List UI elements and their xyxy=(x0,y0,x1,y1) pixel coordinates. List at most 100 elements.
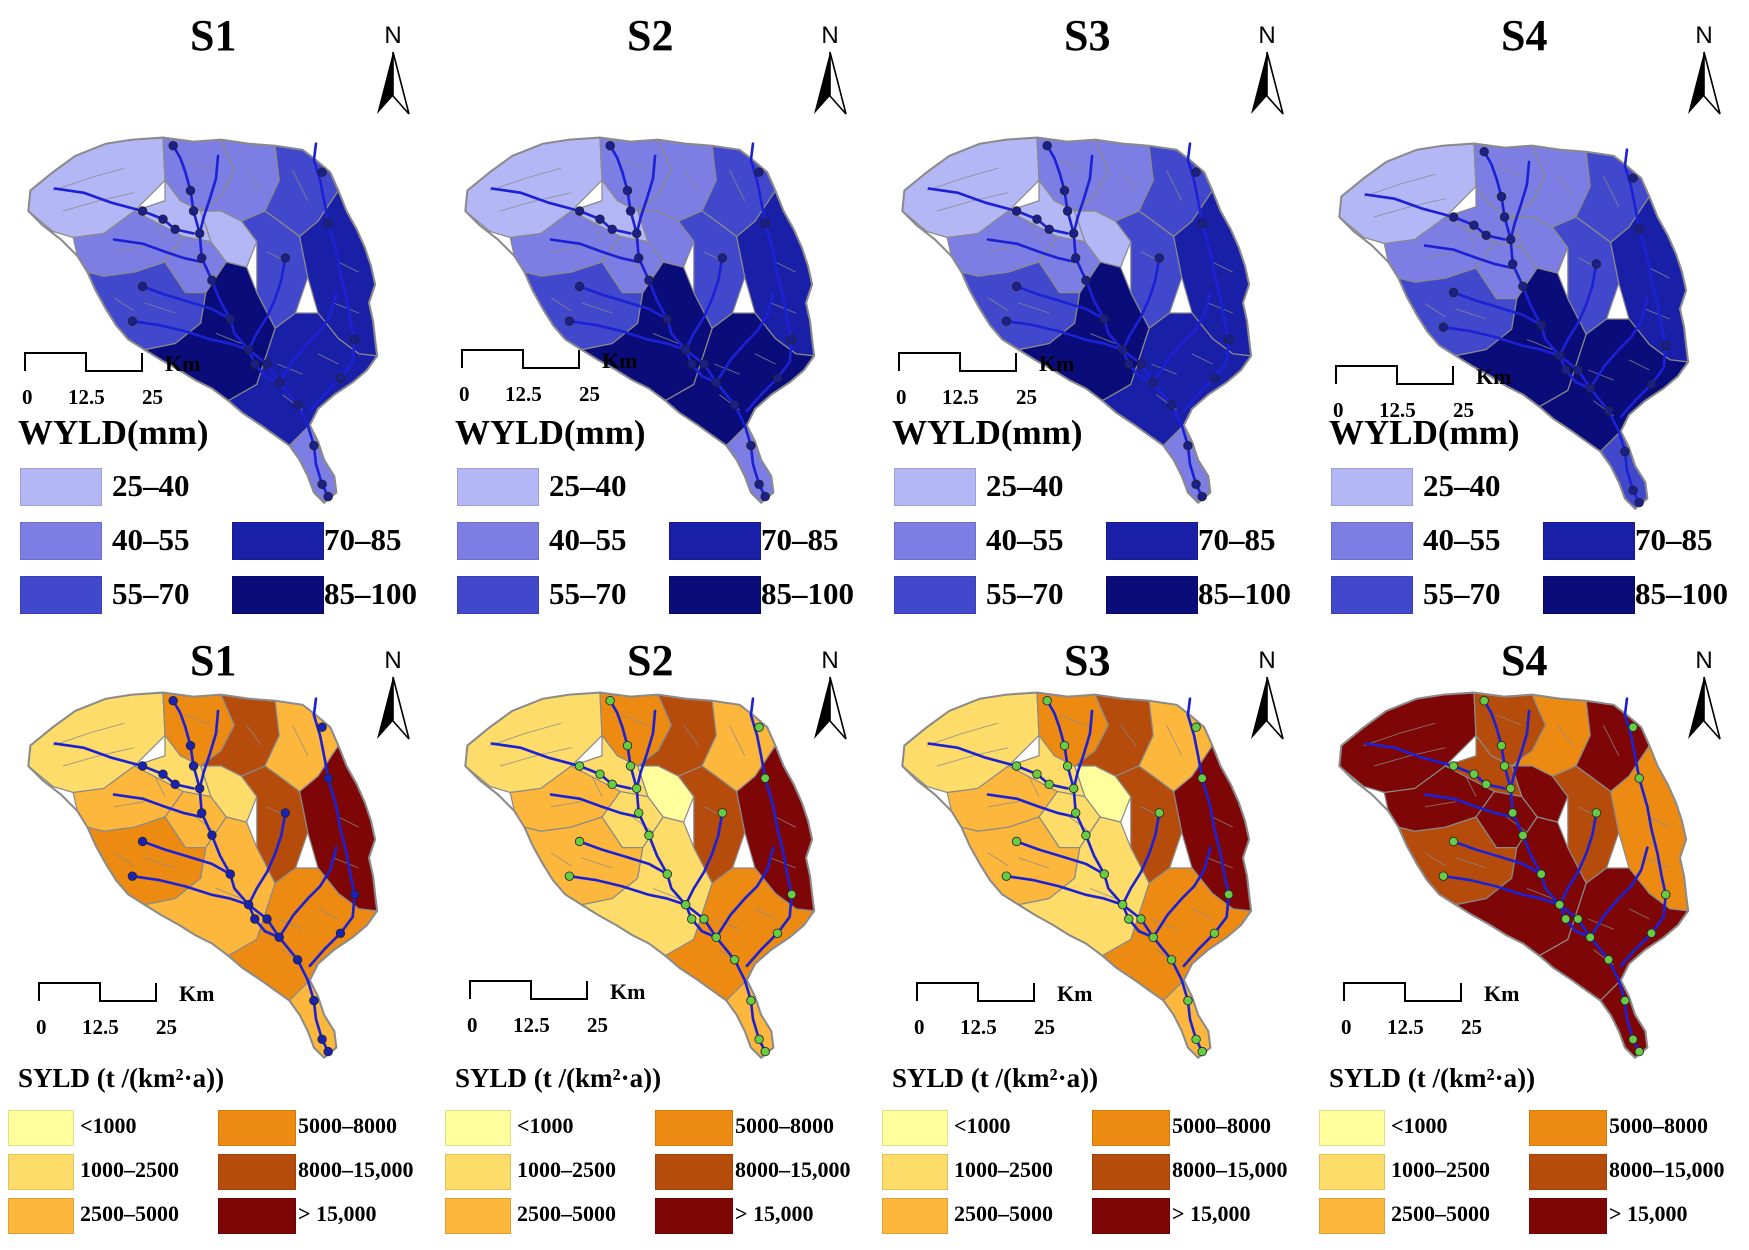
outlet-node xyxy=(1646,928,1657,938)
scale-unit: Km xyxy=(1057,981,1093,1006)
legend-label: 25–40 xyxy=(986,468,1064,503)
basin-outline xyxy=(901,136,1253,505)
subbasin-boundary xyxy=(1649,816,1671,828)
subbasin-zone xyxy=(677,765,746,885)
legend-label: > 15,000 xyxy=(1172,1201,1251,1226)
scale-bar-graphic xyxy=(916,982,1035,1002)
outlet-node xyxy=(1183,440,1193,451)
legend-label: 1000–2500 xyxy=(517,1157,616,1182)
scale-tick: 12.5 xyxy=(1387,1015,1424,1039)
outlet-node xyxy=(1585,383,1595,394)
subbasin-boundary xyxy=(1526,887,1553,900)
outlet-node xyxy=(1154,253,1165,263)
outlet-node xyxy=(1603,955,1614,965)
outlet-node xyxy=(699,359,709,369)
north-arrow-icon xyxy=(814,676,847,740)
outlet-node xyxy=(625,761,636,771)
outlet-node xyxy=(1011,836,1022,847)
outlet-node xyxy=(687,914,697,924)
river-line xyxy=(1072,709,1094,790)
outlet-node xyxy=(1634,1046,1644,1057)
outlet-node xyxy=(662,869,672,879)
scale-unit: Km xyxy=(179,981,215,1006)
outlet-node xyxy=(1481,230,1491,241)
subbasin-boundary xyxy=(1120,169,1137,191)
river-line xyxy=(635,154,657,235)
river-line xyxy=(1558,354,1592,390)
outlet-node xyxy=(625,206,636,216)
panel-title: S1 xyxy=(190,636,237,685)
scale-bar: Km 0 12.5 25 xyxy=(1333,358,1553,428)
subbasin-boundary xyxy=(1191,353,1213,365)
outlet-node xyxy=(1634,224,1644,234)
outlet-node xyxy=(644,275,654,286)
panel-title: S2 xyxy=(627,636,674,685)
outlet-node xyxy=(1628,1034,1638,1045)
outlet-node xyxy=(1209,928,1220,938)
legend-label: <1000 xyxy=(1391,1113,1448,1138)
scale-bar-graphic xyxy=(469,980,588,1000)
legend-swatch xyxy=(669,576,761,614)
legend-swatch xyxy=(1319,1110,1385,1146)
watershed-map xyxy=(901,691,1253,1060)
legend-label: 8000–15,000 xyxy=(1609,1157,1725,1182)
outlet-node xyxy=(1001,871,1012,881)
river-line xyxy=(1423,793,1515,819)
outlet-node xyxy=(1191,722,1201,732)
legend-swatch xyxy=(20,522,102,560)
legend-swatch xyxy=(1319,1198,1385,1234)
outlet-node xyxy=(711,377,721,388)
legend-label: 55–70 xyxy=(112,576,190,611)
scale-tick: 0 xyxy=(467,1013,478,1037)
outlet-node xyxy=(1071,808,1081,818)
subbasin-boundary xyxy=(591,220,603,242)
scale-tick: 25 xyxy=(1016,385,1037,409)
legend-swatch xyxy=(218,1110,296,1146)
subbasin-boundary xyxy=(144,857,176,869)
legend-label: <1000 xyxy=(517,1113,574,1138)
legend-label: 40–55 xyxy=(986,522,1064,557)
legend-swatch xyxy=(8,1110,74,1146)
subbasin-zone xyxy=(677,210,746,330)
north-label: N xyxy=(1695,647,1713,674)
outlet-node xyxy=(1508,808,1518,818)
legend-swatch xyxy=(1092,1198,1170,1234)
scale-tick: 0 xyxy=(36,1015,47,1039)
river-line xyxy=(684,256,724,352)
subbasin-boundary xyxy=(729,169,746,202)
scale-bar-graphic xyxy=(461,349,580,369)
river-line xyxy=(1121,348,1155,384)
subbasin-zone xyxy=(1073,765,1132,823)
outlet-node xyxy=(168,141,178,151)
subbasin-boundary xyxy=(1603,175,1620,208)
outlet-node xyxy=(772,928,783,938)
outlet-node xyxy=(335,928,346,938)
subbasin-boundary xyxy=(550,852,572,867)
river-line xyxy=(141,840,232,876)
outlet-node xyxy=(1136,359,1146,369)
legend-label: 70–85 xyxy=(1198,522,1276,557)
outlet-node xyxy=(746,440,756,451)
legend-swatch xyxy=(882,1110,948,1146)
subbasin-boundary xyxy=(754,908,776,920)
panel-title: S3 xyxy=(1064,11,1111,60)
north-label: N xyxy=(384,22,402,49)
basin-outline xyxy=(464,691,816,1060)
legend-label: 2500–5000 xyxy=(1391,1201,1490,1226)
river-line xyxy=(1509,709,1531,790)
scale-tick: 25 xyxy=(587,1013,608,1037)
river-line xyxy=(578,840,669,876)
outlet-node xyxy=(574,761,585,771)
outlet-node xyxy=(1154,808,1165,818)
outlet-node xyxy=(1479,696,1489,706)
subbasin-zone xyxy=(240,765,309,885)
legend-swatch xyxy=(655,1110,733,1146)
basin-group xyxy=(1338,142,1690,511)
outlet-node xyxy=(595,769,605,779)
outlet-node xyxy=(699,914,709,924)
scale-tick: 25 xyxy=(579,382,600,406)
subbasin-boundary xyxy=(1557,724,1574,746)
outlet-node xyxy=(225,869,235,879)
outlet-node xyxy=(280,253,291,263)
river-line xyxy=(112,238,204,264)
